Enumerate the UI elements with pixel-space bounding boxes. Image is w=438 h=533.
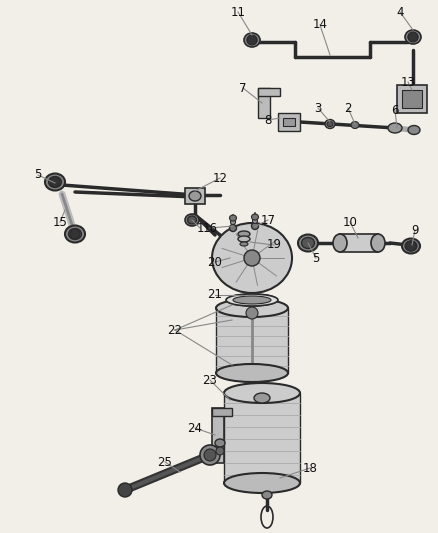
Text: 9: 9 — [411, 223, 419, 237]
Ellipse shape — [388, 123, 402, 133]
Ellipse shape — [252, 219, 258, 223]
Ellipse shape — [224, 383, 300, 403]
Text: 4: 4 — [396, 5, 404, 19]
Ellipse shape — [298, 235, 318, 252]
Bar — [283, 118, 295, 126]
Ellipse shape — [215, 439, 225, 447]
Circle shape — [50, 177, 60, 187]
Bar — [340, 234, 378, 252]
Circle shape — [216, 447, 224, 455]
Bar — [397, 85, 427, 113]
Ellipse shape — [251, 214, 258, 220]
Ellipse shape — [185, 214, 199, 226]
Ellipse shape — [254, 393, 270, 403]
Circle shape — [247, 35, 257, 45]
Ellipse shape — [240, 242, 248, 246]
Ellipse shape — [224, 473, 300, 493]
Circle shape — [246, 307, 258, 319]
Ellipse shape — [230, 224, 237, 231]
Circle shape — [204, 449, 216, 461]
Bar — [212, 408, 232, 416]
Text: 8: 8 — [264, 114, 272, 126]
Bar — [402, 90, 422, 108]
Bar — [258, 88, 270, 118]
Circle shape — [406, 241, 416, 251]
Circle shape — [244, 250, 260, 266]
Ellipse shape — [351, 122, 359, 128]
Ellipse shape — [226, 294, 278, 306]
Ellipse shape — [230, 220, 236, 224]
Ellipse shape — [405, 30, 421, 44]
Ellipse shape — [325, 119, 335, 128]
Text: 18: 18 — [303, 462, 318, 474]
Ellipse shape — [49, 176, 61, 188]
Text: 5: 5 — [34, 168, 42, 182]
Ellipse shape — [333, 234, 347, 252]
Ellipse shape — [65, 225, 85, 243]
Text: 25: 25 — [158, 456, 173, 469]
Text: 17: 17 — [261, 214, 276, 227]
Text: 16: 16 — [202, 222, 218, 235]
Ellipse shape — [371, 234, 385, 252]
Bar — [185, 188, 205, 204]
Text: 3: 3 — [314, 101, 321, 115]
Ellipse shape — [212, 223, 292, 293]
Polygon shape — [216, 308, 288, 373]
Ellipse shape — [189, 191, 201, 201]
Circle shape — [118, 483, 132, 497]
Text: 1: 1 — [196, 222, 204, 235]
Ellipse shape — [327, 122, 333, 126]
Bar — [278, 113, 300, 131]
Ellipse shape — [68, 229, 81, 239]
Ellipse shape — [45, 174, 65, 190]
Ellipse shape — [405, 241, 417, 251]
Text: 20: 20 — [208, 255, 223, 269]
Ellipse shape — [230, 215, 237, 221]
Circle shape — [200, 445, 220, 465]
Text: 2: 2 — [344, 101, 352, 115]
Ellipse shape — [216, 299, 288, 317]
Text: 21: 21 — [208, 288, 223, 302]
Bar — [212, 408, 224, 463]
Text: 7: 7 — [239, 82, 247, 94]
Text: 5: 5 — [312, 252, 320, 264]
Ellipse shape — [408, 33, 418, 42]
Ellipse shape — [402, 238, 420, 254]
Ellipse shape — [233, 296, 271, 304]
Text: 19: 19 — [266, 238, 282, 252]
Ellipse shape — [244, 33, 260, 47]
Text: 24: 24 — [187, 422, 202, 434]
Text: 13: 13 — [401, 76, 415, 88]
Polygon shape — [224, 393, 300, 483]
Ellipse shape — [262, 491, 272, 499]
Text: 14: 14 — [312, 19, 328, 31]
Ellipse shape — [301, 238, 314, 248]
Text: 23: 23 — [202, 374, 217, 386]
Text: 22: 22 — [167, 324, 183, 336]
Bar — [258, 88, 280, 96]
Text: 11: 11 — [230, 5, 246, 19]
Ellipse shape — [251, 222, 258, 230]
Ellipse shape — [238, 231, 250, 237]
Circle shape — [70, 229, 80, 239]
Ellipse shape — [247, 36, 257, 44]
Ellipse shape — [227, 294, 277, 306]
Circle shape — [408, 32, 418, 42]
Text: 6: 6 — [391, 103, 399, 117]
Ellipse shape — [408, 125, 420, 134]
Text: 12: 12 — [212, 172, 227, 184]
Ellipse shape — [187, 216, 197, 224]
Text: 10: 10 — [343, 215, 357, 229]
Text: 15: 15 — [53, 215, 67, 229]
Ellipse shape — [238, 236, 250, 242]
Ellipse shape — [216, 364, 288, 382]
